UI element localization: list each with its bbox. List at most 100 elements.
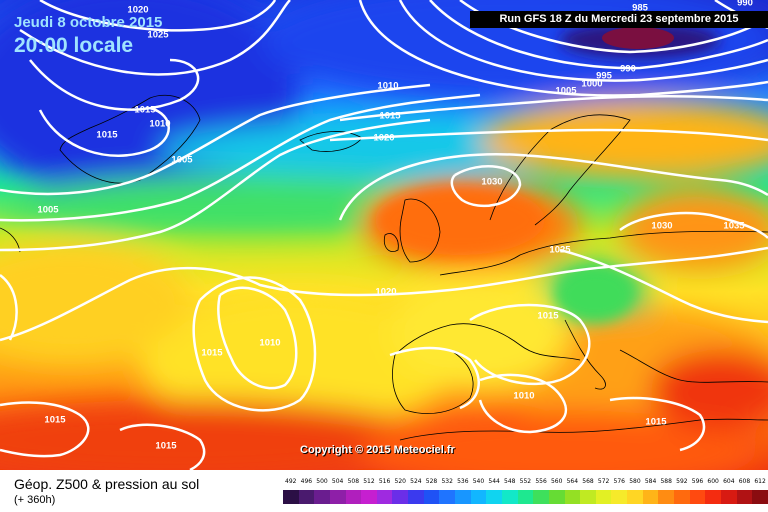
color-scale-cell [533,490,549,504]
color-scale-cell [658,490,675,504]
isobar-label: 1020 [373,133,394,144]
color-scale-label: 568 [582,478,594,485]
color-scale-label: 564 [566,478,579,485]
color-scale-label: 584 [644,478,657,485]
color-scale-cell [455,490,471,504]
color-scale-label: 560 [550,478,563,485]
color-scale-cell [580,490,596,504]
color-scale-label: 596 [691,478,704,485]
color-scale-cell [361,490,377,504]
isobar-label: 1010 [513,391,534,402]
color-scale-label: 536 [457,478,469,485]
legend-subtitle: (+ 360h) [14,494,56,506]
copyright-text: Copyright © 2015 Meteociel.fr [300,444,455,456]
isobar-labels: 1020 1025 1015 1010 1015 1005 1005 1010 1015 1020… [37,0,753,452]
isobar-label: 1015 [537,311,559,322]
legend-panel: Géop. Z500 & pression au sol (+ 360h) 49… [0,470,768,512]
color-scale-label: 512 [363,478,375,485]
color-scale-cell [611,490,628,504]
color-scale-label: 500 [316,478,328,485]
isobar-label: 1015 [134,105,156,116]
run-banner: Run GFS 18 Z du Mercredi 23 septembre 20… [470,11,768,28]
color-scale-cell [408,490,424,504]
isobar-label: 1010 [149,119,170,130]
color-scale-label: 600 [707,478,719,485]
color-scale-label: 548 [504,478,516,485]
isobar-label: 1015 [201,348,223,359]
isobar-label: 1005 [171,155,193,166]
color-scale-label: 612 [754,478,766,485]
isobar-label: 1030 [481,177,502,188]
color-scale-cell [720,490,737,504]
isobar-label: 995 [596,71,613,82]
color-scale-cell [392,490,409,504]
color-scale-label: 576 [613,478,625,485]
isobar-label: 1020 [127,5,148,16]
color-scale-cells [283,490,768,504]
color-scale-cell [501,490,518,504]
color-scale-label: 532 [441,478,453,485]
isobar-label: 1000 [581,79,602,90]
color-scale-cell [283,490,299,504]
color-scale-cell [314,490,330,504]
isobar-label: 1035 [723,221,745,232]
isobar-label: 1015 [379,111,401,122]
color-scale-cell [329,490,346,504]
isobar-label: 1010 [377,81,398,92]
isobar-label: 990 [620,64,636,75]
color-scale-label: 556 [535,478,547,485]
color-scale-cell [564,490,581,504]
forecast-time: 20:00 locale [14,34,134,57]
color-scale-label: 540 [472,478,485,485]
coastlines [0,94,768,441]
color-scale-cell [345,490,362,504]
isobar-label: 990 [737,0,753,9]
isobar-label: 1015 [44,415,66,426]
color-scale-cell [298,490,315,504]
color-scale-label: 504 [331,478,344,485]
color-scale-labels: 492 496 500 504 508 512 516 520 524 528 532 536 540 5… [283,478,768,488]
color-scale-label: 604 [723,478,735,485]
color-scale-cell [548,490,565,504]
legend-title: Géop. Z500 & pression au sol [14,476,200,492]
isobar-label: 1030 [651,221,672,232]
color-scale-cell [736,490,753,504]
color-scale-cell [705,490,721,504]
color-scale: 492 496 500 504 508 512 516 520 524 528 532 536 540 5… [283,478,768,504]
color-scale-cell [470,490,487,504]
color-scale-cell [689,490,706,504]
color-scale-label: 572 [597,478,610,485]
color-scale-label: 516 [378,478,391,485]
color-scale-cell [595,490,612,504]
isobar-label: 1010 [259,338,280,349]
isobar-label: 1025 [549,245,571,256]
isobar-label: 1015 [96,130,118,141]
color-scale-label: 588 [660,478,672,485]
color-scale-label: 552 [519,478,532,485]
color-scale-label: 492 [285,478,297,485]
color-scale-cell [642,490,659,504]
color-scale-label: 496 [300,478,313,485]
forecast-date: Jeudi 8 octobre 2015 [14,14,163,31]
color-scale-cell [674,490,690,504]
isobar-label: 985 [632,3,649,14]
color-scale-cell [439,490,456,504]
color-scale-label: 608 [738,478,751,485]
isobar-label: 1025 [147,30,169,41]
low-core [602,27,674,49]
color-scale-label: 520 [394,478,406,485]
color-scale-label: 508 [347,478,360,485]
isobar-label: 1005 [555,86,577,97]
isobar-label: 1015 [155,441,177,452]
color-scale-cell [517,490,534,504]
color-scale-cell [423,490,440,504]
color-scale-label: 544 [488,478,500,485]
color-scale-label: 524 [410,478,422,485]
isobar-label: 1015 [645,417,667,428]
color-scale-cell [486,490,502,504]
isobar-lines [0,0,768,470]
color-scale-label: 592 [676,478,688,485]
color-scale-label: 580 [629,478,641,485]
isobar-label: 1020 [375,287,396,298]
color-scale-cell [627,490,643,504]
